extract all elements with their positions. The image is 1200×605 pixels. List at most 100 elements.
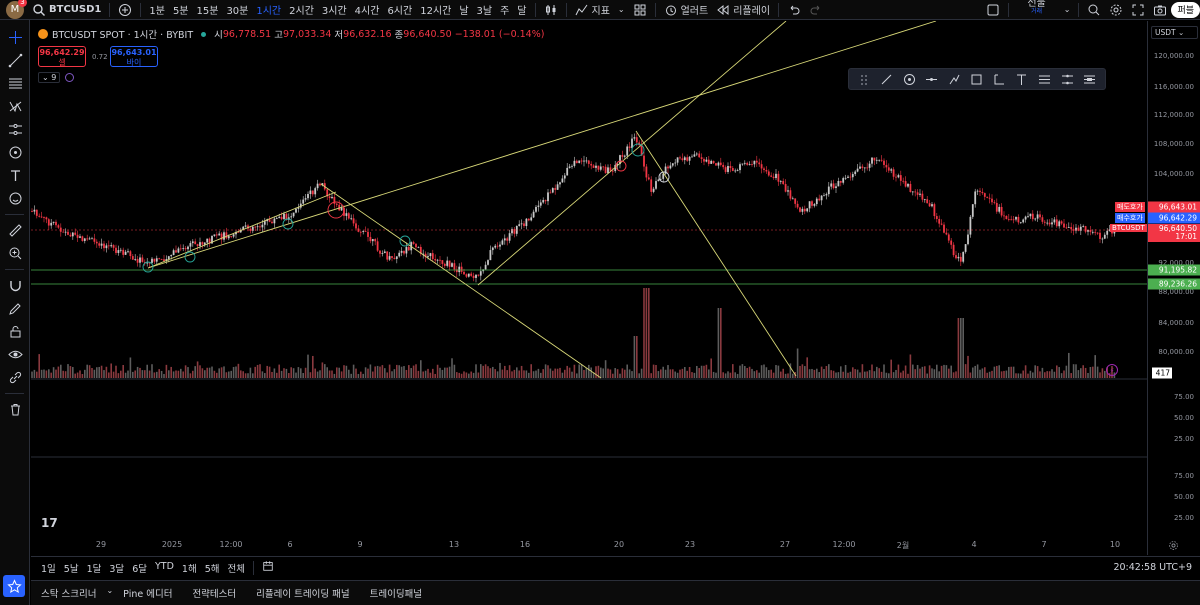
range-button-2[interactable]: 1달 — [86, 563, 102, 575]
arrow-mark-icon[interactable] — [993, 73, 1006, 86]
object-tree-button[interactable] — [1083, 0, 1105, 20]
ruler-tool[interactable] — [0, 219, 30, 242]
interval-0[interactable]: 1분 — [149, 6, 165, 17]
zoom-in-tool[interactable] — [0, 242, 30, 265]
buy-button[interactable]: 96,643.01 바이 — [110, 46, 158, 67]
path-tool-icon[interactable] — [948, 73, 961, 86]
link-tool[interactable] — [0, 366, 30, 389]
redo-button[interactable] — [805, 0, 827, 20]
templates-button[interactable] — [629, 0, 651, 20]
parallel-channel-icon[interactable] — [1061, 73, 1074, 86]
horizontal-ray-icon[interactable] — [925, 73, 938, 86]
futures-dropdown[interactable]: ⌄ — [1063, 5, 1071, 14]
range-button-0[interactable]: 1일 — [41, 563, 56, 575]
fullscreen-button[interactable] — [1127, 0, 1149, 20]
trend-line-steep[interactable] — [477, 21, 787, 286]
layout-button[interactable] — [982, 0, 1004, 20]
interval-5[interactable]: 2시간 — [289, 6, 314, 17]
prediction-tool[interactable] — [0, 118, 30, 141]
trend-line-down-2[interactable] — [635, 130, 797, 377]
time-axis[interactable]: 29 2025 12:00 6 9 13 16 20 23 27 12:00 2월 4 7 10 — [31, 537, 1147, 555]
bottom-tab-4[interactable]: 트레이딩패널 — [369, 589, 423, 600]
lightning-icon[interactable] — [1106, 364, 1118, 376]
text-tool[interactable] — [0, 164, 30, 187]
align-lines-icon[interactable] — [1038, 73, 1051, 86]
trend-lines[interactable] — [147, 21, 937, 379]
stay-drawing-tool[interactable] — [0, 297, 30, 320]
magnet-tool[interactable] — [0, 274, 30, 297]
interval-2[interactable]: 15분 — [196, 6, 219, 17]
bottom-tab-0-dropdown[interactable]: ⌄ — [106, 586, 114, 595]
bottom-tab-3[interactable]: 리플레이 트레이딩 패널 — [256, 589, 350, 600]
axis-settings-button[interactable] — [1168, 540, 1179, 554]
line-tool-icon[interactable] — [880, 73, 893, 86]
indicator-dropdown[interactable]: ⌄ — [617, 5, 625, 14]
legend-title[interactable]: BTCUSDT SPOT · 1시간 · BYBIT — [52, 30, 194, 41]
interval-7[interactable]: 4시간 — [354, 6, 380, 17]
drag-handle-icon[interactable] — [858, 73, 871, 86]
trend-line-tool[interactable] — [0, 49, 30, 72]
interval-4[interactable]: 1시간 — [256, 6, 282, 17]
range-button-3[interactable]: 3달 — [109, 563, 125, 575]
sell-button[interactable]: 96,642.29 셀 — [38, 46, 86, 67]
range-button-6[interactable]: 1해 — [181, 563, 197, 575]
bottom-tab-2[interactable]: 전략테스터 — [192, 589, 237, 600]
volume-bar — [832, 370, 835, 378]
pattern-tool[interactable] — [0, 95, 30, 118]
publish-button[interactable]: 퍼블 — [1171, 1, 1200, 18]
volume-bar — [81, 373, 84, 378]
chart-type-button[interactable] — [540, 0, 562, 20]
alert-button[interactable]: 얼러트 — [660, 0, 713, 20]
settings-button[interactable] — [1105, 0, 1127, 20]
interval-6[interactable]: 3시간 — [321, 6, 347, 17]
trend-line-down-1[interactable] — [320, 183, 602, 379]
interval-1[interactable]: 5분 — [172, 6, 189, 17]
bottom-tab-1[interactable]: Pine 에디터 — [123, 589, 173, 600]
range-button-1[interactable]: 5날 — [63, 563, 79, 575]
watchlist-star-button[interactable] — [3, 575, 25, 597]
text-tool-icon[interactable] — [1015, 73, 1028, 86]
remove-drawings-tool[interactable] — [0, 398, 30, 421]
undo-button[interactable] — [783, 0, 805, 20]
interval-10[interactable]: 날 — [459, 6, 469, 17]
chart-pane[interactable]: 17 ⚡ — [31, 21, 1147, 555]
trend-line-support[interactable] — [147, 191, 337, 269]
trend-line-upper[interactable] — [147, 21, 937, 269]
crosshair-tool[interactable] — [0, 26, 30, 49]
interval-11[interactable]: 3날 — [476, 6, 493, 17]
clock[interactable]: 20:42:58 UTC+9 — [1113, 562, 1192, 573]
more-tools-icon[interactable] — [1083, 73, 1096, 86]
replay-button[interactable]: 리플레이 — [712, 0, 774, 20]
snapshot-button[interactable] — [1149, 0, 1171, 20]
interval-9[interactable]: 12시간 — [420, 6, 452, 17]
indicator-icon[interactable] — [65, 73, 74, 82]
interval-12[interactable]: 주 — [500, 6, 510, 17]
interval-13[interactable]: 달 — [517, 6, 527, 17]
indicators-toggle[interactable]: ⌄ 9 — [38, 72, 61, 83]
range-button-7[interactable]: 5해 — [204, 563, 220, 575]
goto-date-button[interactable] — [258, 560, 278, 575]
price-chart-canvas[interactable]: 17 ⚡ — [31, 21, 1147, 555]
interval-8[interactable]: 6시간 — [387, 6, 413, 17]
range-button-8[interactable]: 전체 — [227, 563, 245, 575]
currency-selector[interactable]: USDT ⌄ — [1151, 26, 1198, 39]
price-axis[interactable]: USDT ⌄ 120,000.00 116,000.00 112,000.00 108… — [1147, 21, 1200, 555]
range-button-4[interactable]: 6달 — [132, 563, 147, 575]
rectangle-tool-icon[interactable] — [970, 73, 983, 86]
range-button-5[interactable]: YTD — [154, 560, 174, 572]
lock-tool[interactable] — [0, 320, 30, 343]
compare-symbol-button[interactable] — [114, 0, 136, 20]
indicators-button[interactable]: 지표 — [571, 0, 614, 20]
symbol-search[interactable]: BTCUSD1 — [28, 0, 105, 20]
emoji-tool[interactable] — [0, 187, 30, 210]
futures-button[interactable]: 선물 거래 — [1013, 0, 1059, 20]
bottom-tab-0[interactable]: 스탁 스크리너 — [41, 589, 97, 600]
fib-tool[interactable] — [0, 72, 30, 95]
circle-tool-icon[interactable] — [903, 73, 916, 86]
brush-tool[interactable] — [0, 141, 30, 164]
interval-3[interactable]: 30분 — [226, 6, 249, 17]
volume-bar — [367, 368, 369, 378]
hide-drawings-tool[interactable] — [0, 343, 30, 366]
